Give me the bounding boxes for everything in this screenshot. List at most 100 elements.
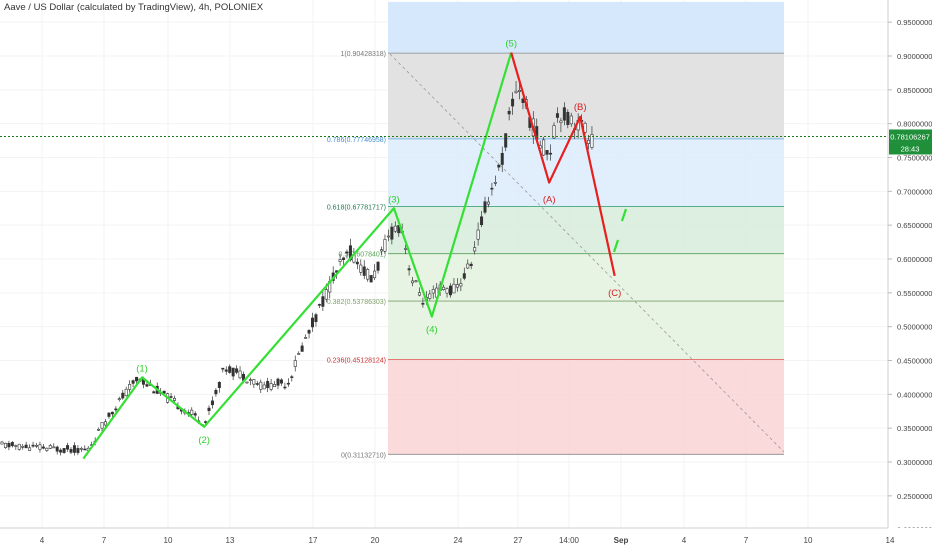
candle-body [445, 288, 449, 294]
candle-body [124, 388, 128, 397]
candle-body [214, 389, 218, 395]
candle-body [290, 376, 294, 378]
x-tick-label: 7 [102, 536, 107, 545]
corrective-wave-label: (A) [543, 195, 556, 206]
x-tick-label: 27 [514, 536, 523, 545]
x-tick-label: 24 [454, 536, 463, 545]
candle-body [69, 449, 73, 453]
candle-body [362, 266, 366, 276]
candle-body [293, 360, 297, 367]
candle-body [393, 225, 397, 232]
candle-body [173, 398, 177, 401]
candle-body [469, 263, 473, 267]
candle-body [421, 302, 425, 305]
candle-body [338, 259, 342, 262]
candle-body [355, 261, 359, 265]
x-tick-label: 20 [371, 536, 380, 545]
corrective-wave-label: (C) [608, 288, 621, 299]
candle-body [17, 443, 21, 450]
candle-body [52, 446, 56, 449]
candle-body [545, 150, 549, 155]
candle-body [169, 396, 173, 398]
candle-body [304, 337, 308, 339]
candle-body [255, 383, 259, 385]
candle-body [145, 384, 149, 387]
candle-body [207, 407, 211, 412]
candle-body [245, 381, 249, 384]
time-axis: 4 7 10 13 17 20 24 27 14:00 Sep 4 7 10 14 [0, 527, 932, 550]
candle-body [41, 446, 45, 449]
candle-body [310, 317, 314, 328]
candle-body [79, 448, 83, 450]
x-tick-label: 4 [40, 536, 45, 545]
impulse-wave-label: (1) [136, 363, 148, 374]
candle-body [476, 229, 480, 240]
candle-body [97, 429, 101, 431]
candle-body [279, 379, 283, 384]
candle-body [21, 445, 25, 448]
candle-body [190, 409, 194, 415]
candle-body [228, 366, 232, 373]
countdown-value: 28:43 [901, 144, 920, 153]
fib-band [388, 359, 784, 455]
candle-body [114, 408, 118, 411]
candle-body [497, 164, 501, 168]
fib-level-label: 0(0.31132710) [341, 452, 386, 459]
candle-body [376, 261, 380, 271]
fib-level-label: 0.5(0.6078401) [339, 252, 386, 259]
candle-body [273, 384, 277, 387]
current-price-tag [889, 129, 932, 143]
candle-body [493, 182, 497, 184]
candle-body [359, 264, 363, 273]
x-tick-label: 7 [744, 536, 749, 545]
candle-body [569, 115, 573, 125]
candle-body [407, 268, 411, 271]
candle-body [542, 139, 546, 156]
candle-body [121, 392, 125, 399]
candle-body [252, 379, 256, 385]
candle-body [259, 381, 263, 390]
impulse-wave-line [82, 52, 513, 460]
candle-body [10, 442, 14, 447]
candle-body [586, 139, 590, 144]
candle-body [262, 384, 266, 390]
candle-body [566, 111, 570, 125]
candle-body [107, 412, 111, 417]
candle-body [131, 380, 135, 384]
fib-level-label: 1(0.90428318) [340, 51, 386, 58]
candle-body [483, 201, 487, 213]
candle-body [283, 386, 287, 389]
candle-body [431, 289, 435, 294]
candle-body [442, 286, 446, 290]
candle-body [286, 382, 290, 385]
x-tick-label: 17 [309, 536, 318, 545]
fib-level-label: 0.236(0.45128124) [327, 358, 386, 365]
candle-body [390, 226, 394, 240]
candle-body [411, 280, 415, 284]
candle-body [221, 367, 225, 370]
candle-body [321, 296, 325, 307]
candle-body [307, 330, 311, 334]
candle-body [117, 398, 121, 400]
x-tick-label: 14:00 [559, 536, 580, 545]
x-tick-label: 4 [682, 536, 687, 545]
impulse-wave-label: (4) [426, 325, 438, 336]
candle-body [504, 133, 508, 148]
candle-body [24, 444, 28, 449]
candle-body [473, 247, 477, 252]
candle-body [59, 449, 63, 453]
y-tick-label: 0.25000000 [897, 492, 932, 501]
candle-body [83, 448, 87, 451]
candle-body [297, 353, 301, 355]
candle-body [448, 285, 452, 296]
candle-body [373, 270, 377, 279]
candle-body [342, 257, 346, 260]
candle-body [404, 248, 408, 250]
elliott-wave-count[interactable]: (1) (2) (3) (4) (5) (A) (B) (C) [82, 39, 628, 460]
